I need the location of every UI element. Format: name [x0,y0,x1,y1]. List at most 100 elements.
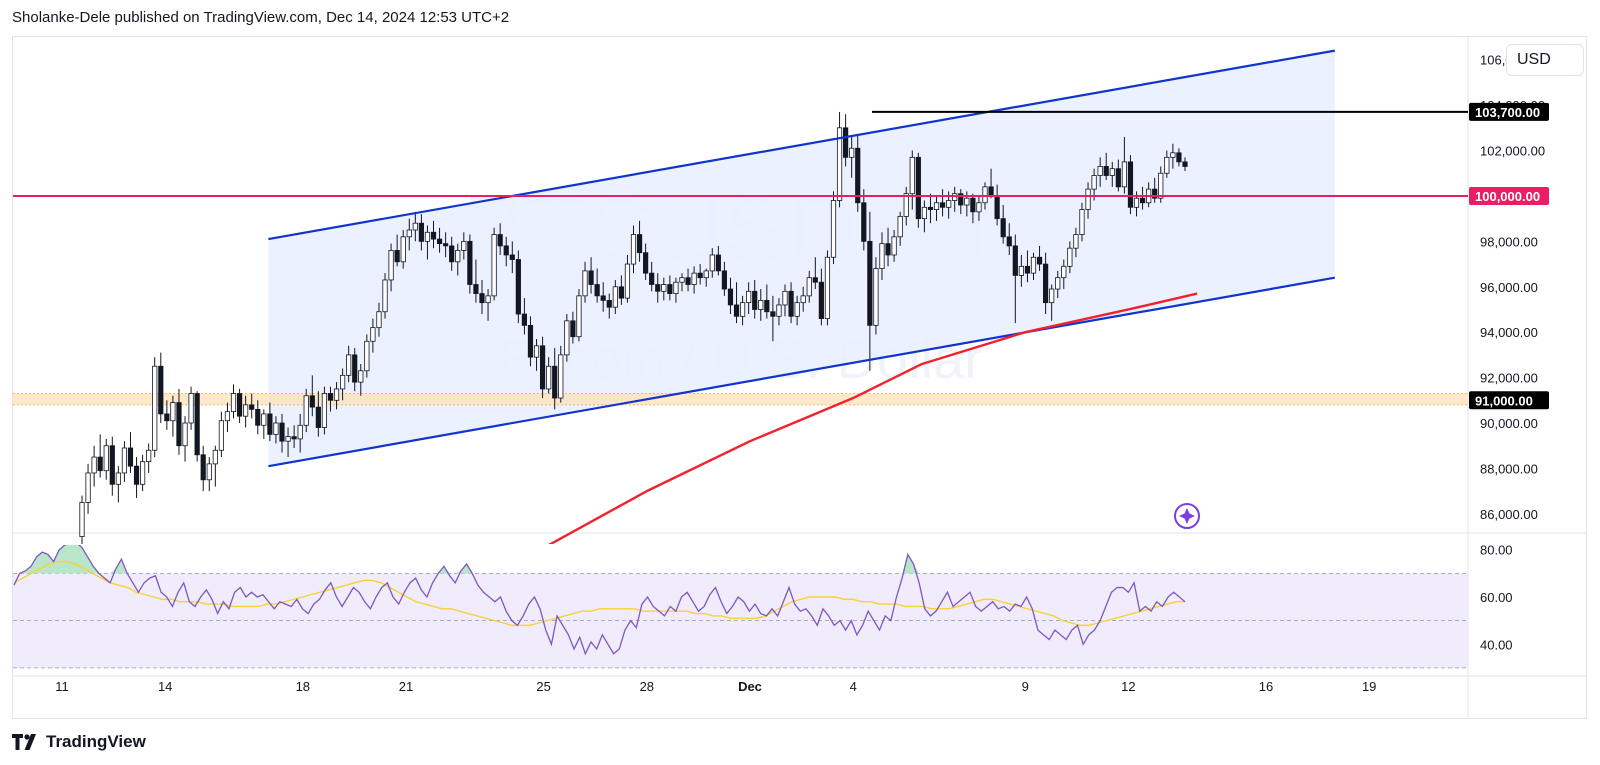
candle[interactable] [988,186,994,197]
candle[interactable] [491,234,497,297]
candle[interactable] [764,299,770,313]
candle[interactable] [297,424,303,440]
candle[interactable] [79,502,85,537]
candle[interactable] [564,320,570,356]
candle[interactable] [558,354,564,399]
candle[interactable] [406,229,412,238]
candle[interactable] [158,365,164,415]
candle[interactable] [1097,166,1103,176]
candle[interactable] [339,374,346,390]
candle[interactable] [733,304,740,317]
currency-button[interactable]: USD [1506,44,1584,76]
candle[interactable] [655,284,661,292]
candle[interactable] [679,277,685,283]
candle[interactable] [346,354,352,376]
candle[interactable] [946,200,952,208]
candle[interactable] [127,447,134,467]
candle[interactable] [1061,265,1067,279]
candle[interactable] [752,290,758,310]
candle[interactable] [843,127,849,158]
price-label-badge[interactable] [1469,186,1549,205]
candle[interactable] [776,304,782,317]
candle[interactable] [1030,256,1037,274]
candle[interactable] [830,200,837,258]
candle[interactable] [1091,175,1097,190]
candle[interactable] [849,147,855,158]
candle[interactable] [661,284,667,292]
candle[interactable] [103,445,109,472]
candle[interactable] [594,284,600,297]
candle[interactable] [152,365,158,451]
candle[interactable] [970,197,976,213]
candle[interactable] [891,236,897,256]
candle[interactable] [194,393,200,456]
candle[interactable] [1152,188,1158,199]
candle[interactable] [461,240,467,251]
candle[interactable] [85,472,91,503]
candle[interactable] [958,193,964,206]
candle[interactable] [1018,265,1024,276]
candle[interactable] [546,365,552,390]
candle[interactable] [867,240,873,326]
rsi-ma-line[interactable] [13,560,1185,627]
candle[interactable] [91,456,97,474]
candle[interactable] [600,295,606,301]
candle[interactable] [1158,172,1164,199]
candle[interactable] [327,393,334,401]
candle[interactable] [321,393,328,428]
rsi-line[interactable] [13,543,1186,656]
candle[interactable] [685,277,691,285]
candle[interactable] [1000,218,1006,238]
candle[interactable] [861,202,867,242]
candle[interactable] [430,231,437,240]
candle[interactable] [746,290,752,304]
candle[interactable] [1121,161,1127,188]
candle[interactable] [1139,197,1146,204]
candle[interactable] [358,370,364,383]
candle[interactable] [140,461,146,485]
candle[interactable] [303,395,309,426]
moving-average-line[interactable] [544,292,1198,548]
candle[interactable] [412,222,418,231]
candle[interactable] [794,302,800,317]
candle[interactable] [933,202,940,210]
candle[interactable] [133,465,140,485]
candle[interactable] [539,345,546,390]
candle[interactable] [1079,209,1085,235]
candle[interactable] [479,293,485,304]
candle[interactable] [473,284,479,294]
candle[interactable] [394,250,400,263]
price-label-badge[interactable] [1469,391,1549,410]
candle[interactable] [636,234,643,254]
candle[interactable] [885,243,891,256]
candle[interactable] [97,456,103,472]
candle[interactable] [618,286,624,299]
candle[interactable] [1176,152,1182,163]
candle[interactable] [812,277,818,283]
candle[interactable] [1164,156,1170,174]
candle[interactable] [964,197,970,206]
candle[interactable] [109,445,115,485]
rsi-pane[interactable] [13,543,1468,669]
footer-brand[interactable]: TradingView [12,732,146,752]
candle[interactable] [182,422,188,447]
candle[interactable] [388,250,394,281]
candle[interactable] [952,193,958,201]
candle[interactable] [570,320,576,338]
candle[interactable] [624,263,631,299]
candle[interactable] [649,272,655,285]
candle[interactable] [1036,256,1043,265]
candle[interactable] [1073,234,1079,249]
candle[interactable] [921,206,928,220]
candle[interactable] [443,243,449,247]
candle[interactable] [515,259,521,315]
price-pane[interactable] [13,49,1468,548]
candle[interactable] [1006,236,1012,247]
candle[interactable] [315,406,321,428]
candle[interactable] [788,290,794,317]
candle[interactable] [230,393,237,413]
channel-upper-line[interactable] [268,49,1335,241]
candle[interactable] [1127,161,1134,208]
candle[interactable] [824,256,831,319]
